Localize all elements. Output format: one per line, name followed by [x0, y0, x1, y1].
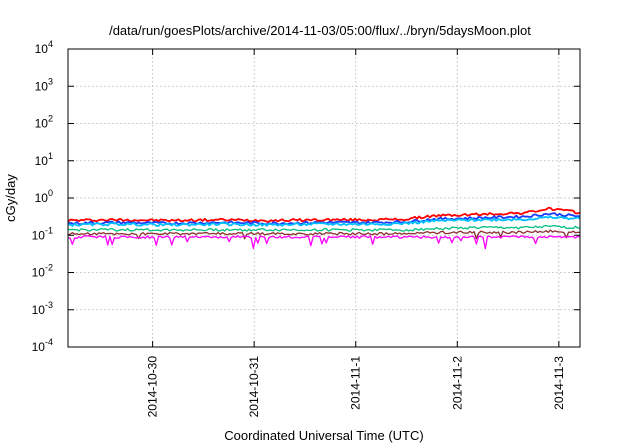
series-line-2 [67, 212, 581, 226]
y-tick-label: 100 [35, 188, 53, 205]
y-tick-label: 10-1 [32, 225, 53, 242]
chart-title: /data/run/goesPlots/archive/2014-11-03/0… [109, 23, 531, 38]
y-tick-label: 104 [35, 39, 53, 56]
grid-layer [68, 49, 580, 347]
y-tick-label: 102 [35, 114, 53, 131]
x-tick-label: 2014-11-2 [450, 356, 464, 410]
y-tick-label: 103 [35, 76, 53, 93]
y-tick-label: 10-4 [32, 337, 53, 354]
series-line-3 [67, 215, 581, 227]
series-line-5 [67, 229, 581, 240]
x-tick-label: 2014-10-30 [146, 356, 160, 418]
series-line-1 [67, 206, 581, 223]
y-tick-label: 10-3 [32, 300, 53, 317]
series-line-6 [67, 235, 581, 250]
x-axis-label: Coordinated Universal Time (UTC) [224, 428, 423, 443]
y-tick-label: 101 [35, 151, 53, 168]
y-axis-label: cGy/day [3, 174, 18, 222]
axis-layer: 10-4 10-3 10-2 10-1 100 101 102 103 104 2014-10-3… [32, 39, 580, 417]
x-tick-label: 2014-11-1 [349, 356, 363, 410]
x-tick-label: 2014-10-31 [247, 356, 261, 418]
y-tick-label: 10-2 [32, 263, 53, 280]
x-tick-label: 2014-11-3 [552, 356, 566, 410]
series-layer [67, 206, 581, 250]
series-line-4 [67, 224, 581, 232]
